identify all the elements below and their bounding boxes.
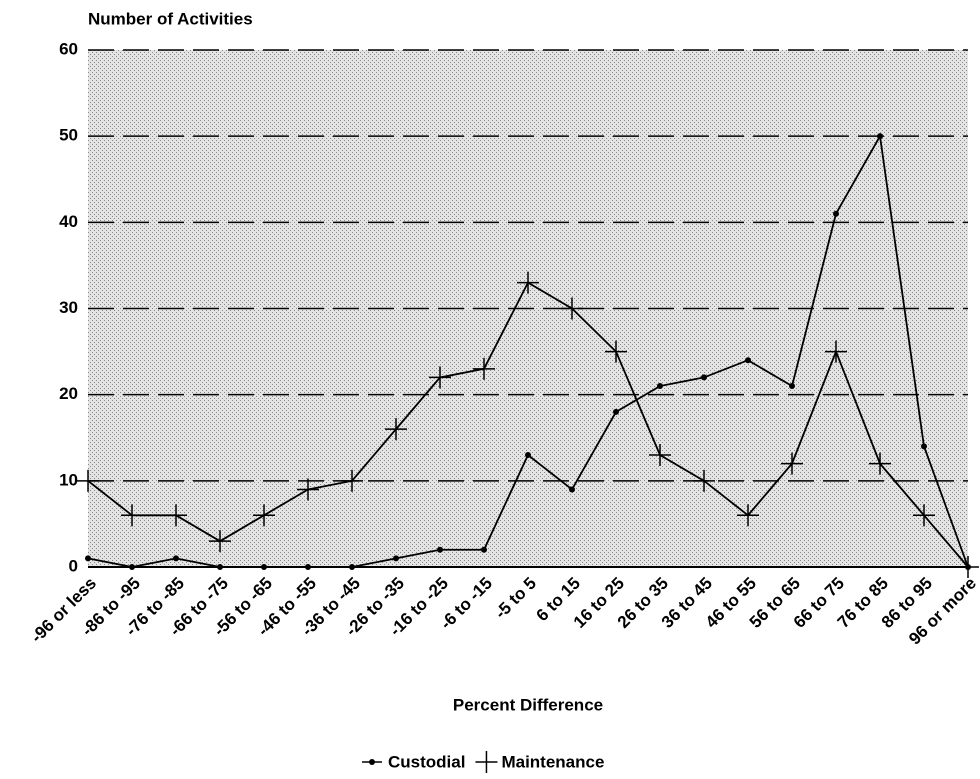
y-tick-label: 20 bbox=[59, 384, 78, 403]
marker bbox=[657, 383, 663, 390]
legend-label: Maintenance bbox=[501, 752, 604, 771]
marker bbox=[253, 504, 275, 527]
legend-label: Custodial bbox=[388, 752, 465, 771]
marker bbox=[385, 418, 407, 441]
marker bbox=[261, 564, 267, 570]
y-axis-title: Number of Activities bbox=[88, 9, 253, 28]
legend-symbol bbox=[369, 759, 375, 765]
y-tick-label: 60 bbox=[59, 39, 78, 58]
marker bbox=[649, 443, 671, 466]
x-axis-title: Percent Difference bbox=[453, 695, 603, 714]
y-tick-label: 40 bbox=[59, 212, 78, 231]
marker bbox=[913, 504, 935, 527]
marker bbox=[605, 340, 627, 363]
marker bbox=[833, 210, 839, 217]
marker bbox=[121, 504, 143, 527]
y-tick-label: 50 bbox=[59, 126, 78, 145]
y-tick-label: 0 bbox=[69, 556, 78, 575]
marker bbox=[209, 530, 231, 553]
marker bbox=[165, 504, 187, 527]
marker bbox=[781, 452, 803, 475]
marker bbox=[173, 555, 179, 562]
marker bbox=[789, 383, 795, 390]
y-tick-label: 30 bbox=[59, 298, 78, 317]
marker bbox=[429, 366, 451, 389]
marker bbox=[341, 469, 363, 492]
marker bbox=[701, 374, 707, 381]
legend-item: Custodial bbox=[362, 752, 465, 771]
marker bbox=[473, 357, 495, 380]
marker bbox=[217, 564, 223, 570]
marker bbox=[481, 546, 487, 553]
marker bbox=[569, 486, 575, 493]
marker bbox=[129, 564, 135, 570]
marker bbox=[85, 555, 91, 562]
marker bbox=[921, 443, 927, 450]
legend-item: Maintenance bbox=[475, 751, 604, 773]
marker bbox=[77, 469, 99, 492]
marker bbox=[613, 408, 619, 415]
marker bbox=[393, 555, 399, 562]
marker bbox=[297, 478, 319, 501]
marker bbox=[869, 452, 891, 475]
marker bbox=[825, 340, 847, 363]
marker bbox=[517, 271, 539, 294]
marker bbox=[561, 297, 583, 320]
marker bbox=[305, 564, 311, 570]
marker bbox=[525, 451, 531, 458]
marker bbox=[957, 556, 979, 578]
marker bbox=[737, 504, 759, 527]
x-tick-label: -5 to 5 bbox=[491, 574, 540, 623]
marker bbox=[349, 564, 355, 570]
marker bbox=[877, 133, 883, 140]
marker bbox=[745, 357, 751, 364]
marker bbox=[437, 546, 443, 553]
y-tick-label: 10 bbox=[59, 470, 78, 489]
marker bbox=[693, 469, 715, 492]
